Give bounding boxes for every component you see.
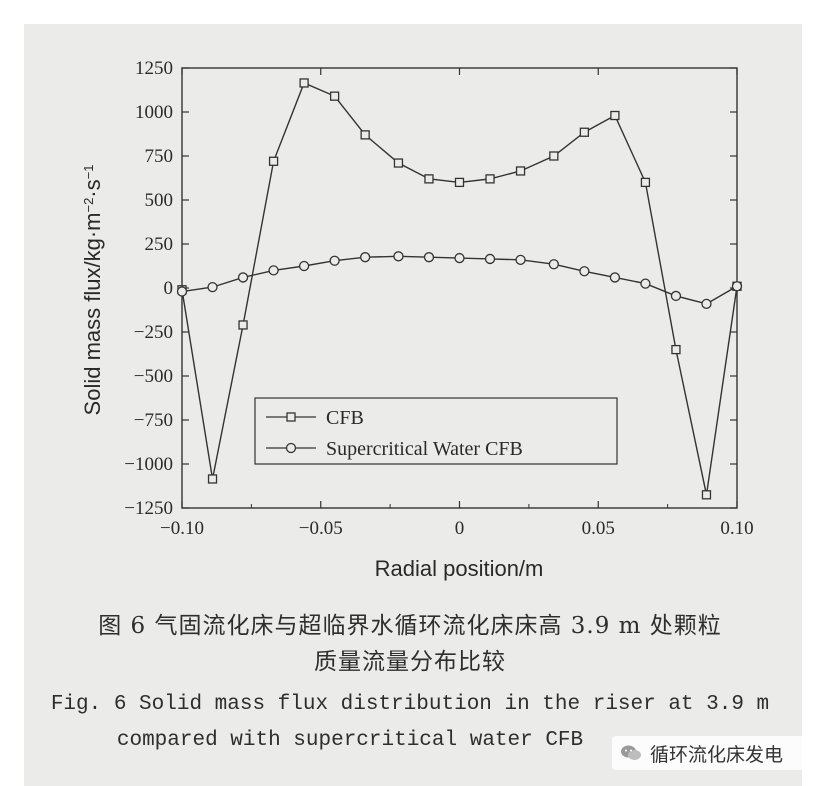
y-tick-label: −750: [134, 410, 173, 431]
data-point: [393, 251, 404, 262]
data-point: [329, 91, 340, 101]
data-point: [176, 286, 188, 297]
data-point: [268, 265, 279, 276]
x-tick-label: 0: [455, 518, 465, 539]
legend-label-scw: Supercritical Water CFB: [326, 438, 523, 460]
data-point: [238, 320, 248, 330]
legend-label-cfb: CFB: [326, 407, 364, 429]
data-point: [393, 158, 404, 168]
series-cfb: [177, 78, 742, 500]
data-point: [515, 166, 526, 176]
data-point: [485, 174, 495, 184]
caption-english-line2: compared with supercritical water CFB: [116, 729, 584, 752]
y-tick-label: −1000: [124, 454, 173, 475]
data-point: [207, 474, 218, 484]
data-point: [670, 290, 682, 302]
data-point: [579, 266, 590, 277]
data-point: [329, 255, 340, 266]
y-tick-label: 1000: [135, 102, 173, 123]
x-tick-label: 0.05: [582, 518, 615, 539]
legend-marker-scw: [285, 442, 297, 454]
y-tick-label: 750: [145, 146, 174, 167]
data-point: [548, 259, 559, 270]
x-tick-label: −0.05: [299, 518, 343, 539]
data-point: [701, 298, 712, 309]
series-supercritical-water-cfb: [176, 251, 743, 309]
data-point: [454, 252, 465, 264]
data-point: [298, 260, 310, 272]
data-point: [237, 272, 249, 283]
data-point: [671, 344, 681, 355]
series-line: [181, 255, 738, 305]
y-tick-label: 500: [145, 190, 174, 211]
data-point: [609, 272, 621, 283]
caption-english-line1: Fig. 6 Solid mass flux distribution in t…: [50, 693, 770, 716]
x-tick-label: −0.10: [160, 518, 204, 539]
data-point: [268, 156, 279, 166]
y-tick-label: −1250: [124, 498, 173, 519]
data-point: [454, 177, 465, 188]
legend: CFB Supercritical Water CFB: [254, 397, 618, 465]
caption-chinese-line1: 图 6 气固流化床与超临界水循环流化床床高 3.9 m 处颗粒: [98, 613, 722, 639]
x-tick-label: 0.10: [720, 518, 753, 539]
data-point: [640, 177, 651, 188]
data-point: [299, 78, 309, 88]
y-tick-label: −250: [134, 322, 173, 343]
data-point: [423, 252, 435, 263]
legend-box: [254, 397, 618, 465]
data-point: [360, 130, 370, 140]
legend-marker-cfb: [286, 412, 296, 422]
data-point: [610, 110, 620, 121]
y-tick-label: 0: [164, 278, 174, 299]
y-axis-label: Solid mass flux/kg·m−2·s−1: [80, 165, 105, 416]
data-point: [731, 281, 743, 292]
solid-mass-flux-chart: −0.10 −0.05 0 0.05 0.10 1250 1000 750 500 250 0 −25…: [80, 58, 754, 581]
wechat-icon: [621, 745, 641, 760]
data-point: [424, 174, 434, 184]
data-point: [515, 254, 526, 265]
data-point: [207, 281, 218, 293]
data-point: [549, 151, 559, 161]
data-point: [701, 490, 712, 500]
data-point: [579, 127, 590, 137]
y-tick-label: −500: [134, 366, 173, 387]
data-point: [359, 252, 371, 263]
x-axis-label: Radial position/m: [375, 556, 544, 581]
y-tick-label: 1250: [135, 58, 173, 79]
data-point: [484, 253, 496, 265]
data-point: [640, 278, 651, 289]
caption-chinese-line2: 质量流量分布比较: [314, 649, 506, 675]
y-tick-label: 250: [145, 234, 174, 255]
watermark-text: 循环流化床发电: [650, 743, 784, 766]
watermark: 循环流化床发电: [612, 736, 808, 770]
